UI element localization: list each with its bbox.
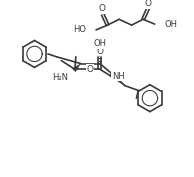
Polygon shape bbox=[72, 64, 81, 72]
Text: H₂N: H₂N bbox=[52, 73, 68, 81]
Text: O: O bbox=[96, 47, 103, 56]
Text: O: O bbox=[145, 0, 152, 8]
Text: O: O bbox=[87, 65, 94, 74]
Text: NH: NH bbox=[112, 72, 125, 81]
Text: HO: HO bbox=[73, 25, 86, 34]
Text: OH: OH bbox=[93, 39, 106, 48]
Text: O: O bbox=[98, 4, 105, 13]
Polygon shape bbox=[109, 72, 125, 86]
Text: OH: OH bbox=[164, 20, 177, 29]
